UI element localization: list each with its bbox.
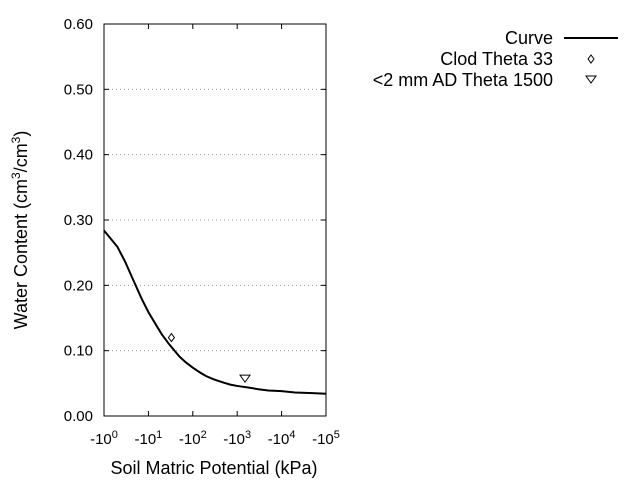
x-tick-label: -100 [90,429,118,448]
x-tick-label: -103 [223,429,251,448]
legend-triangle-marker [585,75,597,84]
ad-theta-1500-point [239,374,251,383]
y-axis: 0.00 0.10 0.20 0.30 0.40 0.50 0.60 [64,16,326,425]
y-tick-label: 0.10 [64,343,93,360]
legend-diamond-marker [587,54,595,64]
x-tick-label: -102 [179,429,207,448]
x-tick-label: -101 [134,429,162,448]
clod-theta-33-point [167,332,176,343]
y-tick-label: 0.50 [64,81,93,98]
series-layer [103,229,327,395]
legend-label-clod-theta-33: Clod Theta 33 [440,49,553,69]
x-tick-label: -104 [268,429,296,448]
legend: Curve Clod Theta 33 <2 mm AD Theta 1500 [373,28,618,90]
y-tick-label: 0.60 [64,16,93,33]
y-tick-label: 0.40 [64,147,93,164]
curve-line [103,229,327,395]
y-tick-label: 0.00 [64,408,93,425]
grid-lines [104,88,326,352]
legend-label-curve: Curve [505,28,553,48]
y-tick-label: 0.30 [64,212,93,229]
y-axis-title: Water Content (cm3/cm3) [9,131,31,330]
x-axis: -100 -101 -102 -103 -104 -105 [90,24,340,448]
y-tick-label: 0.20 [64,277,93,294]
x-axis-title: Soil Matric Potential (kPa) [110,458,317,478]
x-tick-label: -105 [312,429,340,448]
legend-label-ad-theta-1500: <2 mm AD Theta 1500 [373,70,553,90]
